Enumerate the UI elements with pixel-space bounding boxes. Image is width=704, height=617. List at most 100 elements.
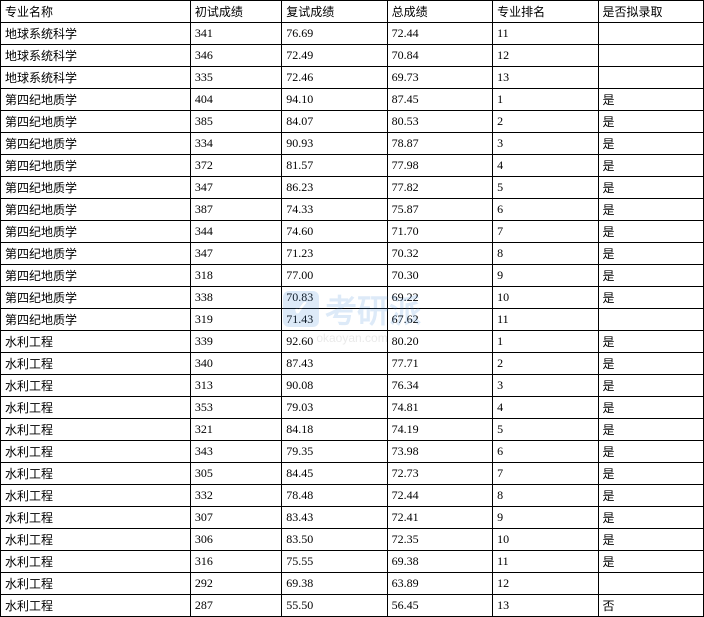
- table-cell: 306: [190, 529, 281, 551]
- table-cell: 水利工程: [1, 397, 191, 419]
- table-cell: 是: [598, 287, 704, 309]
- table-cell: 404: [190, 89, 281, 111]
- table-cell: 69.22: [387, 287, 492, 309]
- table-row: 水利工程33992.6080.201是: [1, 331, 704, 353]
- table-cell: 70.30: [387, 265, 492, 287]
- table-cell: 318: [190, 265, 281, 287]
- table-row: 水利工程34379.3573.986是: [1, 441, 704, 463]
- table-cell: 第四纪地质学: [1, 309, 191, 331]
- table-cell: 77.00: [282, 265, 387, 287]
- table-cell: 344: [190, 221, 281, 243]
- table-cell: 292: [190, 573, 281, 595]
- table-cell: 70.32: [387, 243, 492, 265]
- table-row: 第四纪地质学38774.3375.876是: [1, 199, 704, 221]
- table-cell: 87.43: [282, 353, 387, 375]
- table-cell: 是: [598, 331, 704, 353]
- table-cell: 水利工程: [1, 441, 191, 463]
- table-row: 水利工程30683.5072.3510是: [1, 529, 704, 551]
- table-cell: 水利工程: [1, 463, 191, 485]
- table-cell: 79.35: [282, 441, 387, 463]
- table-cell: 353: [190, 397, 281, 419]
- table-cell: 10: [493, 287, 598, 309]
- table-cell: 是: [598, 419, 704, 441]
- table-cell: 80.20: [387, 331, 492, 353]
- table-cell: 334: [190, 133, 281, 155]
- table-row: 第四纪地质学33490.9378.873是: [1, 133, 704, 155]
- table-cell: 335: [190, 67, 281, 89]
- table-cell: 是: [598, 265, 704, 287]
- table-cell: 69.73: [387, 67, 492, 89]
- table-row: 水利工程28755.5056.4513否: [1, 595, 704, 617]
- table-cell: 71.43: [282, 309, 387, 331]
- table-cell: 是: [598, 463, 704, 485]
- table-cell: 80.53: [387, 111, 492, 133]
- admission-results-table: 专业名称 初试成绩 复试成绩 总成绩 专业排名 是否拟录取 地球系统科学3417…: [0, 0, 704, 617]
- table-cell: 13: [493, 595, 598, 617]
- table-cell: 5: [493, 177, 598, 199]
- table-cell: 56.45: [387, 595, 492, 617]
- table-cell: 1: [493, 89, 598, 111]
- table-cell: 水利工程: [1, 573, 191, 595]
- col-header-rank: 专业排名: [493, 1, 598, 23]
- table-cell: 341: [190, 23, 281, 45]
- table-cell: 86.23: [282, 177, 387, 199]
- table-cell: 第四纪地质学: [1, 177, 191, 199]
- table-cell: 338: [190, 287, 281, 309]
- table-cell: 81.57: [282, 155, 387, 177]
- table-cell: 是: [598, 375, 704, 397]
- table-cell: 90.08: [282, 375, 387, 397]
- col-header-retest: 复试成绩: [282, 1, 387, 23]
- table-cell: 是: [598, 551, 704, 573]
- table-cell: 332: [190, 485, 281, 507]
- table-cell: 水利工程: [1, 331, 191, 353]
- table-cell: 第四纪地质学: [1, 199, 191, 221]
- table-cell: 是: [598, 353, 704, 375]
- table-cell: 319: [190, 309, 281, 331]
- table-cell: 3: [493, 375, 598, 397]
- table-cell: 387: [190, 199, 281, 221]
- table-cell: 8: [493, 485, 598, 507]
- table-cell: 13: [493, 67, 598, 89]
- table-cell: 9: [493, 265, 598, 287]
- table-cell: 74.33: [282, 199, 387, 221]
- table-cell: 4: [493, 155, 598, 177]
- table-cell: 第四纪地质学: [1, 221, 191, 243]
- table-cell: 是: [598, 133, 704, 155]
- table-cell: 67.62: [387, 309, 492, 331]
- table-row: 第四纪地质学33870.8369.2210是: [1, 287, 704, 309]
- table-cell: 7: [493, 221, 598, 243]
- table-cell: 339: [190, 331, 281, 353]
- table-cell: 是: [598, 221, 704, 243]
- table-cell: 是: [598, 177, 704, 199]
- table-row: 水利工程31390.0876.343是: [1, 375, 704, 397]
- table-cell: 69.38: [282, 573, 387, 595]
- table-cell: 7: [493, 463, 598, 485]
- table-cell: 343: [190, 441, 281, 463]
- table-row: 第四纪地质学34771.2370.328是: [1, 243, 704, 265]
- table-cell: 372: [190, 155, 281, 177]
- table-row: 水利工程30584.4572.737是: [1, 463, 704, 485]
- table-cell: 是: [598, 485, 704, 507]
- table-cell: [598, 45, 704, 67]
- table-cell: 72.46: [282, 67, 387, 89]
- table-cell: 是: [598, 199, 704, 221]
- table-cell: 是: [598, 89, 704, 111]
- table-cell: 90.93: [282, 133, 387, 155]
- table-cell: 11: [493, 551, 598, 573]
- table-cell: 307: [190, 507, 281, 529]
- table-cell: 第四纪地质学: [1, 265, 191, 287]
- table-cell: 第四纪地质学: [1, 287, 191, 309]
- table-cell: [598, 67, 704, 89]
- table-cell: 5: [493, 419, 598, 441]
- table-cell: 84.07: [282, 111, 387, 133]
- table-cell: 水利工程: [1, 507, 191, 529]
- table-row: 地球系统科学33572.4669.7313: [1, 67, 704, 89]
- table-row: 第四纪地质学37281.5777.984是: [1, 155, 704, 177]
- table-cell: 12: [493, 45, 598, 67]
- table-row: 第四纪地质学40494.1087.451是: [1, 89, 704, 111]
- table-row: 水利工程33278.4872.448是: [1, 485, 704, 507]
- table-cell: 74.60: [282, 221, 387, 243]
- table-cell: 第四纪地质学: [1, 89, 191, 111]
- table-cell: 74.19: [387, 419, 492, 441]
- table-cell: 11: [493, 23, 598, 45]
